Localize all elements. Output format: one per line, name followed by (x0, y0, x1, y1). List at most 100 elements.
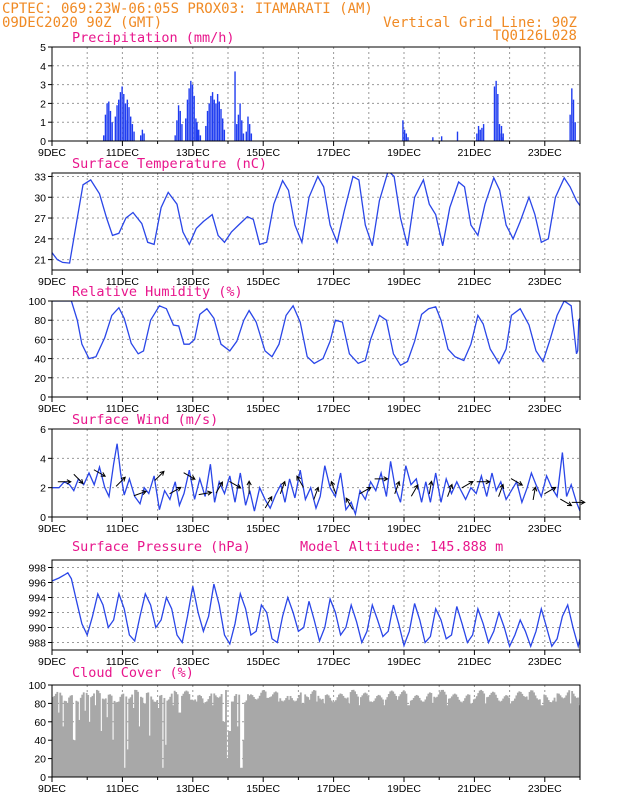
cloud-bar (225, 690, 227, 777)
cloud-bar (471, 703, 474, 777)
cloud-bar (343, 697, 346, 777)
cloud-bar (409, 700, 412, 777)
wind-vector-arrow (544, 486, 557, 495)
temp-ytick-label: 27 (34, 213, 46, 225)
cloud-bar (411, 699, 414, 777)
cloud-bar (166, 700, 169, 777)
cloud-bar (97, 690, 100, 777)
wind-plot-area (52, 443, 580, 517)
cloud-bar (442, 689, 444, 777)
cloud-bar (536, 698, 538, 777)
precip-xtick-label: 11DEC (106, 147, 139, 159)
cloud-bar (266, 697, 268, 777)
precip-bar (140, 135, 142, 141)
cloud-bar (377, 694, 380, 777)
cloud-bar (308, 699, 311, 777)
precip-ytick-label: 4 (40, 61, 46, 73)
cloud-bar (453, 693, 456, 777)
cloud-bar (154, 701, 157, 777)
cloud-title: Cloud Cover (%) (72, 665, 194, 681)
cloud-ytick-label: 0 (40, 772, 46, 784)
cloud-bar (159, 695, 161, 777)
cloud-bar (129, 697, 132, 777)
cloud-bar (506, 695, 509, 777)
cloud-bar (360, 697, 362, 777)
cloud-bar (333, 701, 336, 777)
temp-xtick-label: 21DEC (457, 276, 491, 288)
temp-panel: Surface Temperature (nC) 21 24 27 30 33 9DEC 11… (34, 156, 581, 288)
cloud-bar (508, 697, 510, 777)
cloud-bar (393, 693, 396, 777)
rh-xtick-label: 13DEC (176, 403, 210, 415)
rh-ytick-label: 80 (34, 315, 46, 327)
pres-ytick-label: 996 (28, 578, 46, 590)
cloud-bar (235, 694, 238, 777)
precip-bar (176, 120, 178, 141)
cloud-bar (569, 703, 572, 777)
cloud-bar (323, 703, 326, 777)
cloud-bar (230, 701, 233, 777)
cloud-bar (339, 693, 342, 777)
cloud-bar (470, 703, 472, 777)
cloud-bar (362, 693, 365, 777)
header-run-date: 09DEC2020 90Z (GMT) (2, 15, 162, 31)
cloud-bar (213, 693, 216, 777)
wind-vector-arrow (330, 480, 337, 494)
precip-bar (174, 135, 176, 141)
cloud-bar (474, 698, 477, 777)
cloud-bar (251, 695, 254, 777)
wind-vector-arrow (73, 473, 84, 485)
cloud-bar (320, 699, 323, 777)
rh-xtick-label: 9DEC (38, 403, 66, 415)
cloud-xtick-label: 11DEC (106, 783, 139, 795)
wind-xtick-label: 15DEC (246, 523, 280, 535)
cloud-bar (346, 697, 349, 777)
cloud-bar (468, 694, 471, 777)
cloud-bar (465, 695, 468, 777)
temp-series-line (52, 173, 580, 264)
precip-bar (177, 105, 180, 141)
wind-ytick-label: 0 (40, 512, 46, 524)
cloud-bar (493, 692, 496, 777)
pres-xtick-label: 15DEC (246, 656, 280, 668)
cloud-bar (198, 694, 201, 777)
wind-series-line (52, 443, 580, 517)
cloud-bar (255, 699, 258, 777)
cloud-bar (537, 699, 540, 777)
cloud-bar (423, 701, 425, 777)
rh-plot-area (52, 301, 580, 367)
cloud-bar (560, 697, 563, 777)
rh-ytick-label: 40 (34, 354, 46, 366)
precip-bar (572, 99, 575, 141)
cloud-bar (191, 699, 194, 777)
cloud-ytick-label: 40 (34, 735, 46, 747)
cloud-bar (492, 691, 494, 777)
cloud-bar (260, 692, 263, 777)
cloud-bar (170, 693, 173, 777)
cloud-bar (531, 690, 534, 777)
cloud-bar (151, 699, 154, 777)
precip-bar (133, 131, 135, 141)
rh-xtick-label: 21DEC (457, 403, 491, 415)
cloud-bar (376, 696, 378, 777)
pres-title: Surface Pressure (hPa) (72, 539, 251, 555)
cloud-bar (285, 698, 288, 777)
pres-ytick-label: 994 (28, 593, 46, 605)
precip-bar (250, 133, 253, 141)
cloud-bar (494, 694, 497, 777)
cloud-bar (430, 692, 433, 777)
precip-bar (106, 103, 108, 141)
pres-xtick-label: 21DEC (457, 656, 491, 668)
cloud-bar (525, 696, 528, 777)
cloud-bar (195, 701, 198, 777)
cloud-bar (172, 705, 175, 777)
pres-xtick-label: 23DEC (528, 656, 562, 668)
cloud-bar (90, 697, 92, 777)
cloud-bar (574, 696, 576, 777)
cloud-bar (456, 696, 459, 777)
cloud-bar (79, 697, 82, 777)
cloud-bar (565, 695, 568, 777)
cloud-bar (371, 702, 374, 777)
cloud-bar (120, 694, 123, 777)
